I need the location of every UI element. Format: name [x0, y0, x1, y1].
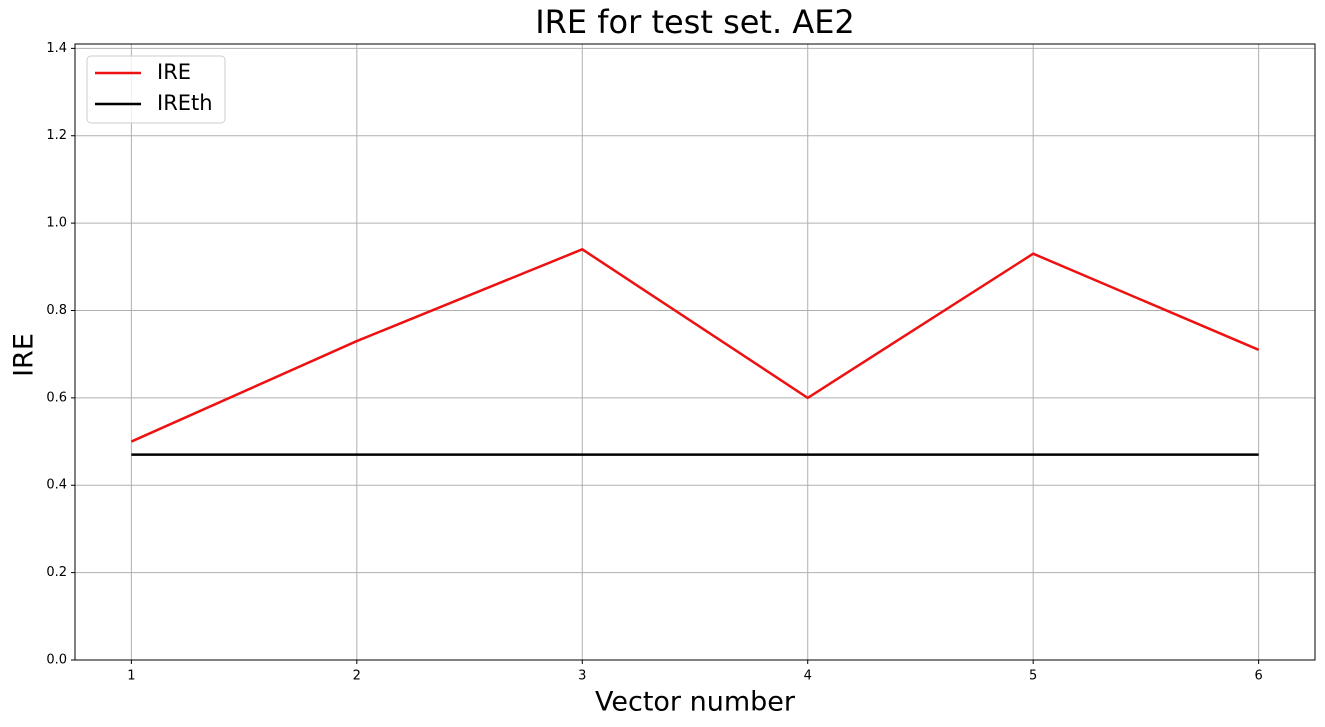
y-tick-label: 0.0 [46, 653, 67, 668]
y-tick-label: 1.4 [46, 41, 67, 56]
x-tick-label: 5 [1029, 669, 1037, 684]
y-tick-label: 0.4 [46, 478, 67, 493]
y-tick-label: 1.0 [46, 216, 67, 231]
y-axis-label: IRE [9, 333, 40, 377]
legend-label: IRE [157, 60, 191, 84]
x-tick-label: 3 [578, 669, 586, 684]
chart-title: IRE for test set. AE2 [535, 3, 855, 41]
y-tick-label: 0.2 [46, 565, 67, 580]
y-tick-label: 0.8 [46, 303, 67, 318]
y-tick-label: 1.2 [46, 128, 67, 143]
plot-frame [74, 43, 1316, 661]
x-tick-label: 2 [353, 669, 361, 684]
x-tick-label: 1 [127, 669, 135, 684]
y-tick-label: 0.6 [46, 390, 67, 405]
x-tick-label: 4 [804, 669, 812, 684]
x-axis-label: Vector number [595, 687, 796, 718]
legend-label: IREth [157, 91, 213, 115]
series-line [130, 247, 1260, 443]
x-tick-label: 6 [1254, 669, 1262, 684]
